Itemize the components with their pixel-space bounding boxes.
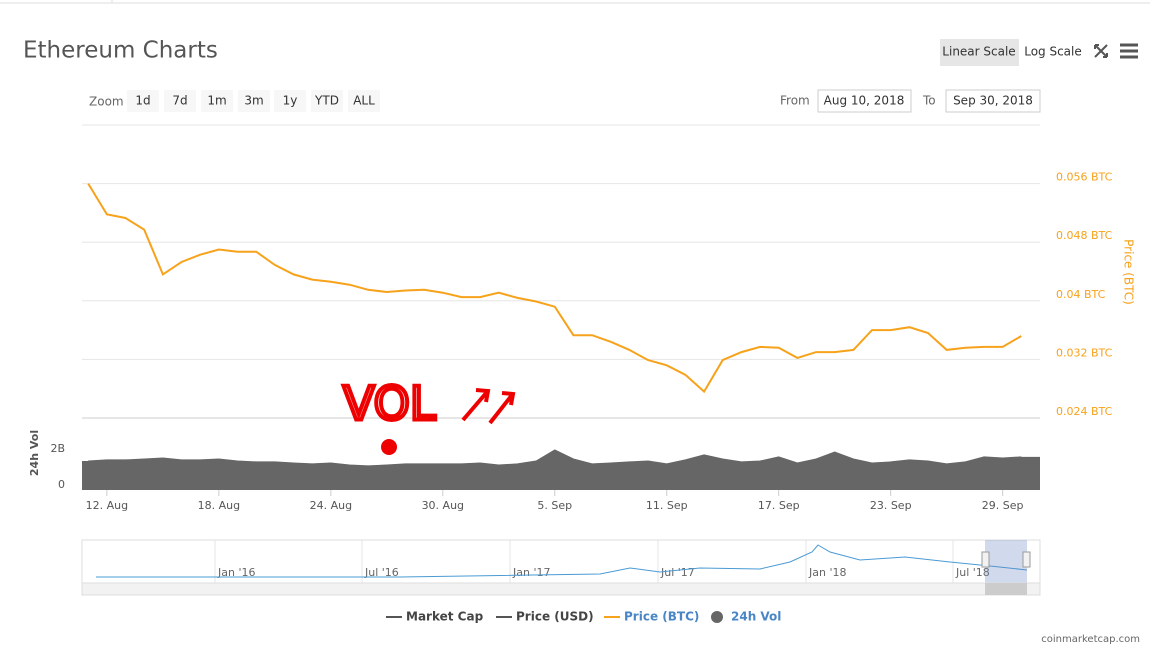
navigator-selection[interactable] bbox=[985, 540, 1027, 583]
linear-scale-label[interactable]: Linear Scale bbox=[942, 45, 1015, 59]
zoom-button[interactable] bbox=[311, 90, 343, 112]
page-title: Ethereum Charts bbox=[23, 38, 218, 64]
zoom-button[interactable] bbox=[127, 90, 159, 112]
zoom-label: Zoom bbox=[89, 95, 124, 109]
navigator-handle[interactable] bbox=[1022, 551, 1031, 568]
legend-item[interactable]: Market Cap bbox=[406, 610, 484, 624]
scrollbar-thumb[interactable] bbox=[985, 583, 1027, 595]
y-tick-label: 2B bbox=[50, 442, 65, 455]
menu-icon[interactable] bbox=[1120, 43, 1138, 59]
navigator-label: Jan '17 bbox=[512, 566, 550, 579]
fullscreen-icon[interactable] bbox=[1094, 44, 1108, 58]
zoom-button-label[interactable]: ALL bbox=[353, 94, 375, 108]
legend-item[interactable]: Price (BTC) bbox=[624, 610, 699, 624]
volume-area-fill bbox=[82, 450, 1040, 490]
y-tick-label: 0.056 BTC bbox=[1056, 171, 1113, 184]
to-value[interactable]: Sep 30, 2018 bbox=[953, 94, 1033, 108]
y-tick-label: 0 bbox=[58, 478, 65, 491]
zoom-button[interactable] bbox=[274, 90, 306, 112]
log-scale-label[interactable]: Log Scale bbox=[1024, 45, 1082, 59]
linear-scale-button[interactable] bbox=[940, 39, 1019, 66]
y-tick-label: 0.032 BTC bbox=[1056, 346, 1113, 359]
to-label: To bbox=[922, 94, 936, 108]
navigator[interactable] bbox=[81, 539, 1041, 584]
x-tick-label: 11. Sep bbox=[646, 499, 688, 512]
x-tick-label: 29. Sep bbox=[982, 499, 1024, 512]
x-tick-label: 18. Aug bbox=[198, 499, 240, 512]
navigator-label: Jul '16 bbox=[364, 566, 399, 579]
zoom-button[interactable] bbox=[164, 90, 196, 112]
navigator-label: Jul '17 bbox=[660, 566, 695, 579]
from-input[interactable] bbox=[817, 89, 912, 113]
zoom-button[interactable] bbox=[201, 90, 233, 112]
x-tick-label: 30. Aug bbox=[422, 499, 464, 512]
tab-border bbox=[0, 0, 1150, 4]
legend-symbol bbox=[711, 611, 723, 623]
x-tick-label: 17. Sep bbox=[758, 499, 800, 512]
zoom-button-label[interactable]: 1y bbox=[283, 94, 298, 108]
x-tick-label: 12. Aug bbox=[86, 499, 128, 512]
navigator-handle[interactable] bbox=[981, 551, 990, 568]
volume-line bbox=[88, 449, 1022, 467]
zoom-button-label[interactable]: 3m bbox=[244, 94, 263, 108]
plot-area: 0.024 BTC 0.032 BTC 0.04 BTC 0.048 BTC 0.056… bbox=[50, 171, 1112, 512]
x-tick-label: 23. Sep bbox=[870, 499, 912, 512]
zoom-button-label[interactable]: 1d bbox=[135, 94, 150, 108]
zoom-button[interactable] bbox=[348, 90, 380, 112]
y-axis-title: Price (BTC) bbox=[1122, 239, 1136, 305]
navigator-label: Jul '18 bbox=[955, 566, 990, 579]
zoom-buttons: 1d 7d 1m 3m 1y YTD ALL bbox=[127, 90, 380, 112]
price-line bbox=[87, 183, 1022, 394]
legend-item[interactable]: 24h Vol bbox=[731, 610, 781, 624]
credit: coinmarketcap.com bbox=[1041, 634, 1140, 645]
y-tick-label: 0.024 BTC bbox=[1056, 405, 1113, 418]
annotation-arrows bbox=[461, 388, 516, 425]
annotation: VOL bbox=[343, 377, 436, 431]
annotation-dot bbox=[381, 439, 397, 455]
zoom-button-label[interactable]: YTD bbox=[314, 94, 339, 108]
y-tick-label: 0.04 BTC bbox=[1056, 288, 1106, 301]
to-input[interactable] bbox=[945, 89, 1041, 113]
scrollbar[interactable] bbox=[81, 582, 1041, 596]
y-axis-title: 24h Vol bbox=[28, 430, 41, 476]
zoom-button-label[interactable]: 1m bbox=[207, 94, 226, 108]
navigator-line bbox=[96, 544, 1028, 578]
zoom-button[interactable] bbox=[238, 90, 270, 112]
navigator-label: Jan '18 bbox=[808, 566, 846, 579]
from-label: From bbox=[780, 94, 810, 108]
from-value[interactable]: Aug 10, 2018 bbox=[824, 94, 905, 108]
x-tick-label: 5. Sep bbox=[537, 499, 572, 512]
legend: Market Cap Price (USD) Price (BTC) 24h Vol bbox=[386, 610, 781, 624]
x-tick-label: 24. Aug bbox=[310, 499, 352, 512]
navigator-label: Jan '16 bbox=[217, 566, 255, 579]
y-tick-label: 0.048 BTC bbox=[1056, 229, 1113, 242]
legend-item[interactable]: Price (USD) bbox=[516, 610, 594, 624]
zoom-button-label[interactable]: 7d bbox=[172, 94, 187, 108]
